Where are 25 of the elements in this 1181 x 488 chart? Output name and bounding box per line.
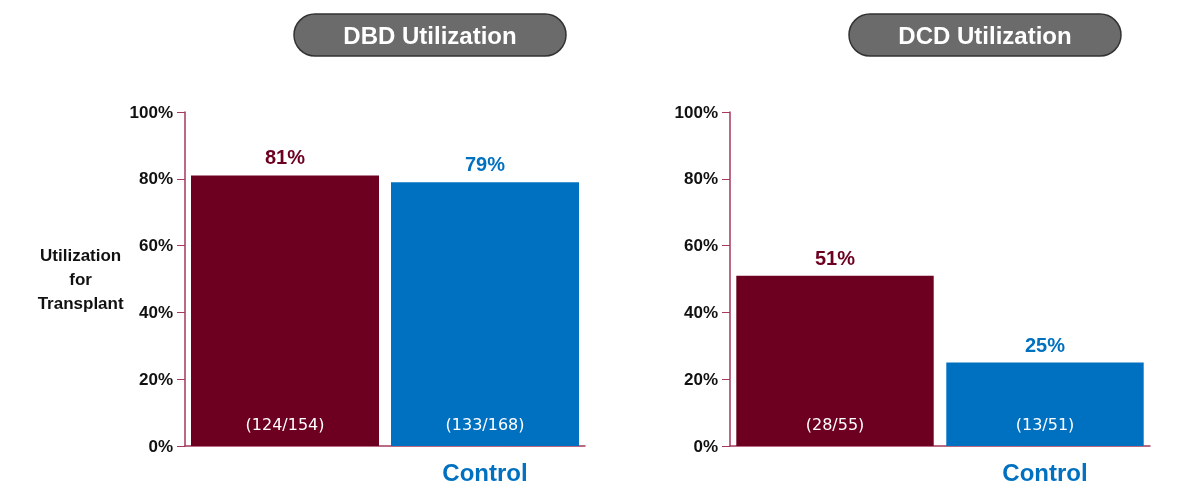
- annotation: (28/55): [805, 414, 865, 434]
- data-label: 25%: [1024, 333, 1066, 356]
- y-tick-label: 40%: [138, 302, 173, 322]
- x-tick-label: Control: [1002, 458, 1088, 486]
- y-tick-label: 0%: [148, 436, 173, 456]
- y-tick-label: 100%: [129, 102, 173, 122]
- data-label: 79%: [464, 153, 506, 176]
- chart-title: DCD Utilization: [898, 21, 1072, 49]
- y-tick-label: 20%: [683, 369, 718, 389]
- x-tick-label: Control: [442, 458, 528, 486]
- y-tick-label: 0%: [693, 436, 718, 456]
- data-label: 81%: [264, 146, 306, 169]
- chart-title: DBD Utilization: [343, 21, 517, 49]
- y-tick-label: 40%: [683, 302, 718, 322]
- data-label: 51%: [814, 246, 856, 269]
- y-tick-label: 20%: [138, 369, 173, 389]
- y-axis-title: Utilization for Transplant: [37, 245, 124, 313]
- y-tick-label: 100%: [674, 102, 718, 122]
- y-tick-label: 60%: [138, 236, 173, 256]
- y-tick-label: 80%: [683, 169, 718, 189]
- y-tick-label: 60%: [683, 236, 718, 256]
- annotation: (13/51): [1015, 414, 1075, 434]
- annotation: (133/168): [445, 414, 525, 434]
- y-tick-label: 80%: [138, 169, 173, 189]
- annotation: (124/154): [245, 414, 325, 434]
